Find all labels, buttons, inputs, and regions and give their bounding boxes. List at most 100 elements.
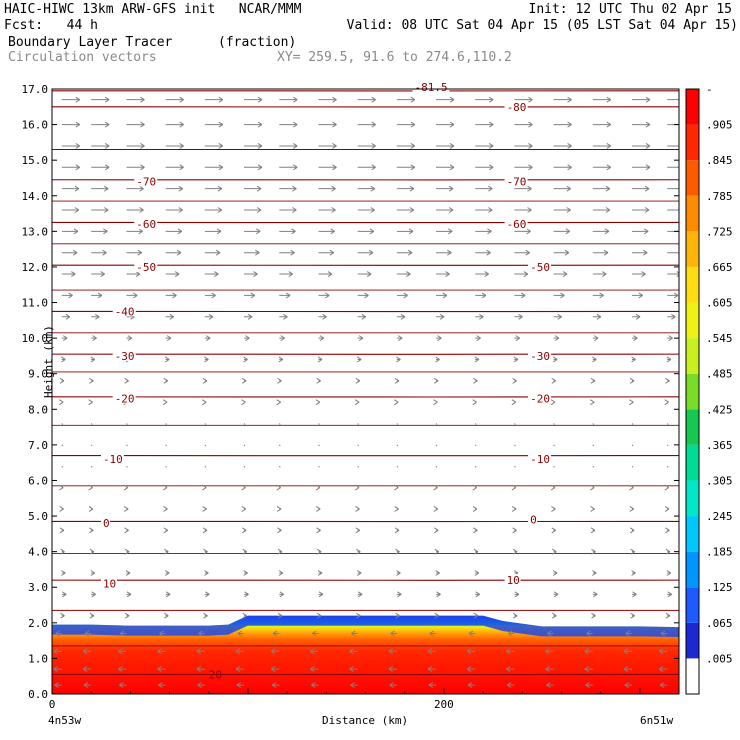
circulation-vector — [244, 96, 263, 103]
circulation-vector — [546, 682, 554, 689]
circulation-vector — [436, 143, 455, 149]
circulation-vector — [631, 356, 636, 363]
circulation-vector — [396, 465, 399, 468]
circulation-vector — [472, 484, 477, 491]
circulation-vector — [396, 591, 402, 598]
circulation-vector — [126, 249, 143, 256]
circulation-vector — [164, 548, 169, 555]
circulation-vector — [123, 506, 129, 512]
circulation-vector — [665, 612, 671, 619]
circulation-vector — [126, 423, 128, 425]
circulation-vector — [241, 506, 247, 512]
circulation-vector — [357, 335, 364, 342]
circulation-vector — [278, 423, 281, 425]
circulation-vector — [356, 548, 361, 555]
circulation-vector — [163, 506, 168, 512]
circulation-vector — [355, 527, 361, 534]
circulation-vector — [61, 228, 79, 235]
circulation-vector — [198, 630, 205, 637]
circulation-vector — [357, 207, 376, 213]
circulation-vector — [473, 612, 479, 619]
circulation-vector — [91, 249, 107, 256]
circulation-vector — [279, 207, 297, 213]
circulation-vector — [631, 121, 651, 128]
circulation-vector — [436, 313, 445, 320]
circulation-vector — [351, 630, 358, 637]
circulation-vector — [514, 591, 520, 598]
circulation-vector — [667, 209, 679, 211]
circulation-vector — [665, 527, 670, 534]
circulation-vector — [551, 527, 557, 534]
colorbar-label: .365 — [706, 439, 733, 452]
contour-label-bg — [528, 349, 552, 361]
circulation-vector — [513, 356, 519, 363]
y-tick-label: 11.0 — [22, 297, 49, 310]
circulation-vector — [126, 121, 145, 128]
contour-label: 0 — [530, 514, 537, 527]
circulation-vector — [204, 292, 216, 299]
circulation-vector — [507, 630, 515, 637]
temperature-contour — [52, 396, 679, 398]
circulation-vector — [659, 682, 668, 689]
circulation-vector — [631, 185, 650, 192]
circulation-vector — [590, 506, 595, 512]
circulation-vector — [126, 591, 132, 598]
colorbar-swatch — [686, 89, 699, 125]
circulation-vector — [244, 228, 261, 235]
circulation-vector — [244, 335, 250, 342]
colorbar-swatch — [686, 373, 699, 410]
circulation-vector — [318, 228, 335, 235]
circulation-vector — [204, 228, 222, 235]
contour-label-bg — [504, 100, 528, 112]
circulation-vector — [91, 207, 109, 213]
circulation-vector — [506, 648, 515, 655]
contour-label: -30 — [115, 350, 135, 363]
circulation-vector — [357, 121, 376, 128]
circulation-vector — [165, 96, 184, 103]
circulation-vector — [433, 377, 439, 384]
circulation-vector — [427, 666, 437, 673]
circulation-vector — [357, 228, 375, 235]
circulation-vector — [630, 612, 635, 619]
circulation-vector — [84, 630, 92, 637]
circulation-vector — [318, 185, 336, 192]
temperature-contour — [52, 520, 679, 523]
circulation-vector — [623, 648, 632, 655]
circulation-vector — [511, 484, 517, 491]
contour-label: 20 — [209, 668, 222, 681]
circulation-vector — [244, 164, 263, 171]
circulation-vector — [592, 249, 609, 256]
circulation-vector — [667, 166, 679, 168]
circulation-vector — [553, 143, 572, 149]
circulation-vector — [592, 444, 595, 447]
circulation-vector — [279, 185, 297, 192]
circulation-vector — [165, 164, 184, 171]
circulation-vector — [163, 377, 169, 384]
temperature-contour — [52, 673, 679, 676]
colorbar-top-label: - — [706, 83, 713, 96]
circulation-vector — [629, 399, 634, 406]
colorbar-label: .785 — [706, 190, 733, 203]
y-tick-label: 17.0 — [22, 83, 49, 96]
circulation-vector — [553, 164, 572, 171]
circulation-vector — [82, 648, 92, 655]
circulation-vector — [667, 99, 679, 101]
circulation-vector — [592, 591, 598, 598]
contour-label: 0 — [103, 517, 110, 530]
colorbar-swatch — [686, 195, 699, 232]
circulation-vector — [357, 143, 376, 149]
temperature-contour — [52, 353, 679, 355]
circulation-vector — [553, 249, 570, 256]
colorbar-label: .125 — [706, 581, 733, 594]
circulation-vector — [592, 185, 611, 192]
circulation-vector — [126, 465, 128, 468]
circulation-vector — [434, 612, 440, 619]
circulation-vector — [119, 630, 127, 637]
circulation-vector — [514, 143, 533, 149]
circulation-vector — [316, 527, 321, 534]
circulation-vector — [126, 271, 141, 277]
circulation-vector — [277, 548, 283, 555]
circulation-vector — [553, 185, 571, 192]
circulation-vector — [475, 185, 493, 192]
